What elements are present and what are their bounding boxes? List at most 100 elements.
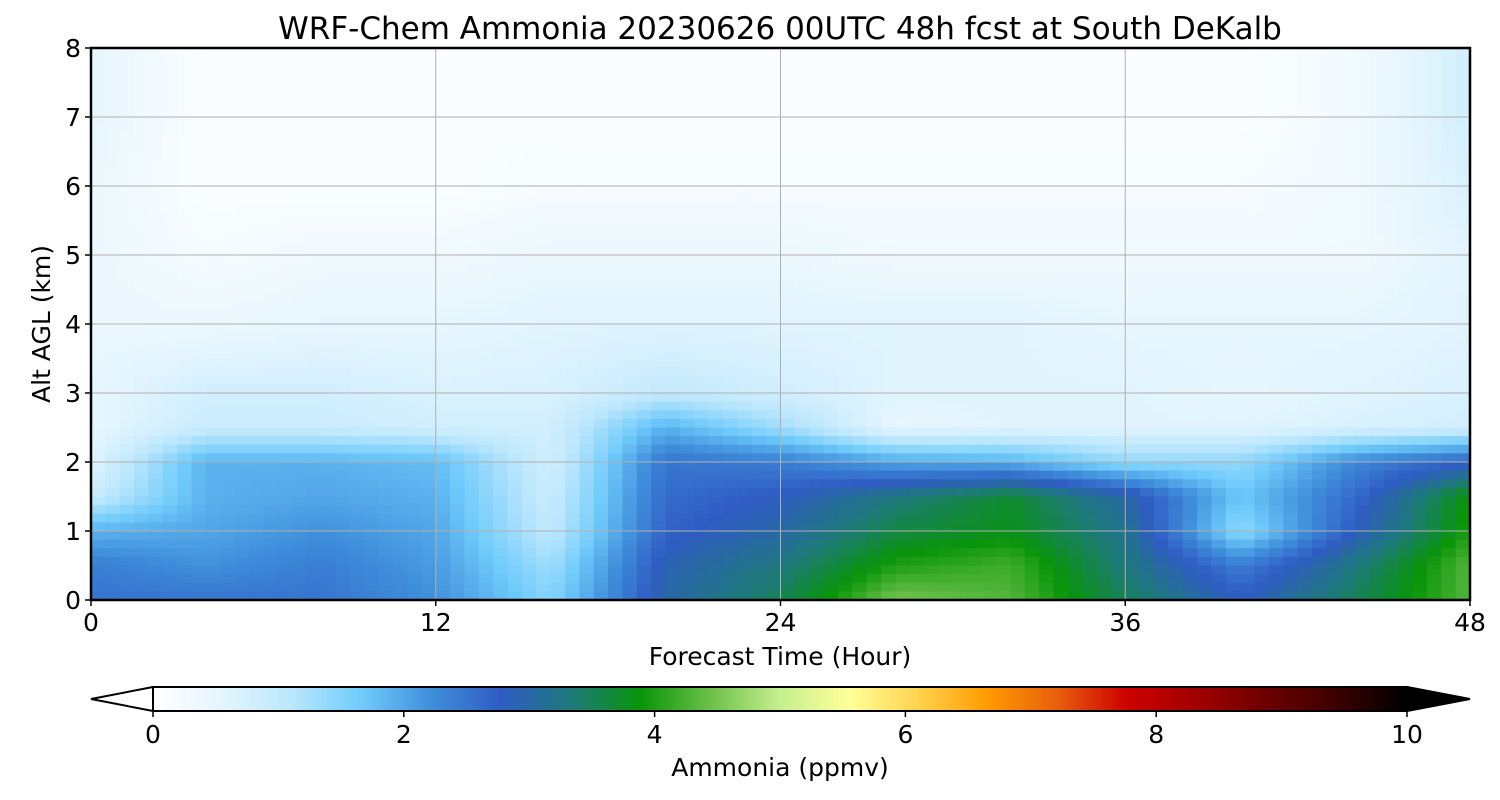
field-cell	[249, 65, 264, 75]
field-cell	[1254, 168, 1270, 178]
field-cell	[1125, 470, 1141, 480]
field-cell	[335, 349, 351, 360]
field-cell	[794, 427, 810, 437]
field-cell	[349, 298, 365, 308]
field-cell	[1297, 341, 1313, 351]
field-cell	[909, 272, 925, 282]
field-cell	[1182, 237, 1198, 247]
field-cell	[1268, 229, 1284, 239]
field-cell	[780, 315, 796, 325]
field-cell	[277, 211, 293, 222]
field-cell	[177, 306, 193, 316]
field-cell	[881, 436, 897, 446]
field-cell	[766, 134, 782, 144]
field-cell	[1067, 272, 1083, 282]
field-cell	[636, 125, 652, 135]
field-cell	[493, 203, 509, 213]
field-cell	[134, 418, 150, 429]
field-cell	[1340, 462, 1356, 472]
field-cell	[1139, 367, 1155, 377]
field-cell	[895, 263, 911, 273]
field-cell	[608, 479, 624, 489]
field-cell	[378, 108, 394, 118]
field-cell	[493, 341, 509, 351]
field-cell	[751, 255, 767, 265]
field-cell	[780, 160, 796, 170]
field-cell	[1441, 211, 1457, 222]
field-cell	[1311, 220, 1327, 230]
field-cell	[593, 177, 609, 187]
field-cell	[1268, 272, 1284, 282]
field-cell	[464, 125, 480, 135]
field-cell	[1039, 341, 1055, 351]
field-cell	[938, 48, 954, 58]
field-cell	[967, 108, 983, 118]
field-cell	[622, 444, 638, 454]
field-cell	[924, 82, 940, 92]
field-cell	[751, 203, 767, 213]
field-cell	[234, 444, 250, 454]
field-cell	[550, 453, 566, 463]
field-cell	[91, 108, 106, 118]
field-cell	[435, 73, 451, 84]
field-cell	[1139, 246, 1155, 256]
field-cell	[191, 194, 207, 204]
field-cell	[1254, 117, 1270, 127]
field-cell	[205, 332, 221, 342]
field-cell	[852, 229, 868, 239]
field-cell	[881, 73, 897, 84]
field-cell	[1139, 186, 1155, 196]
field-cell	[234, 306, 250, 316]
field-cell	[852, 418, 868, 429]
field-cell	[1024, 444, 1040, 454]
field-cell	[766, 211, 782, 222]
field-cell	[924, 142, 940, 153]
field-cell	[1110, 65, 1126, 75]
field-cell	[550, 306, 566, 316]
field-cell	[1426, 151, 1442, 161]
field-cell	[435, 349, 451, 360]
field-cell	[1110, 418, 1126, 429]
field-cell	[1455, 315, 1470, 325]
field-cell	[1153, 341, 1169, 351]
field-cell	[263, 358, 279, 368]
field-cell	[938, 470, 954, 480]
field-cell	[421, 91, 437, 101]
field-cell	[191, 263, 207, 273]
field-cell	[1082, 246, 1098, 256]
field-cell	[1153, 444, 1169, 454]
field-cell	[1340, 99, 1356, 109]
field-cell	[220, 99, 236, 109]
field-cell	[1268, 56, 1284, 66]
field-cell	[737, 151, 753, 161]
field-cell	[1355, 211, 1371, 222]
field-cell	[134, 229, 150, 239]
field-cell	[392, 142, 408, 153]
field-cell	[1254, 272, 1270, 282]
field-cell	[536, 332, 552, 342]
field-cell	[162, 220, 178, 230]
field-cell	[349, 186, 365, 196]
field-cell	[766, 418, 782, 429]
field-cell	[924, 229, 940, 239]
field-cell	[837, 384, 853, 394]
field-cell	[665, 186, 681, 196]
field-cell	[1412, 375, 1428, 385]
field-cell	[794, 246, 810, 256]
field-cell	[981, 375, 997, 385]
field-cell	[1096, 462, 1112, 472]
field-cell	[1283, 349, 1299, 360]
field-cell	[1168, 117, 1184, 127]
field-cell	[1182, 418, 1198, 429]
field-cell	[1024, 410, 1040, 420]
field-cell	[1225, 272, 1241, 282]
field-cell	[938, 99, 954, 109]
field-cell	[1010, 91, 1026, 101]
field-cell	[1254, 108, 1270, 118]
field-cell	[723, 462, 738, 472]
field-cell	[220, 151, 236, 161]
field-cell	[924, 48, 940, 58]
field-cell	[1211, 229, 1227, 239]
field-cell	[1125, 194, 1141, 204]
field-cell	[277, 453, 293, 463]
